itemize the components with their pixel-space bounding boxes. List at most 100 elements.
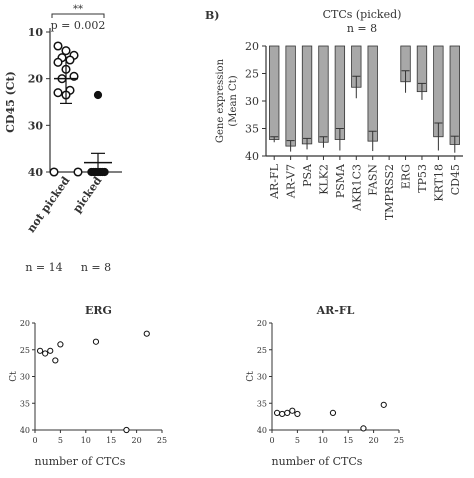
bar-ar-fl bbox=[269, 45, 280, 140]
x-tick-label: 15 bbox=[106, 436, 116, 445]
not-picked-point bbox=[53, 41, 63, 51]
bar-cd45 bbox=[449, 45, 460, 145]
chart-title: AR-FL bbox=[316, 304, 355, 317]
panel-b-gene-expression-bar: B) CTCs (picked) n = 8 20 25 30 35 40 Gene expre… bbox=[205, 0, 474, 260]
data-point bbox=[279, 410, 286, 418]
panel-a-cd45-scatter: 10 20 30 40 CD45 (Ct) ** p = 0.002 not picked pi… bbox=[0, 0, 200, 290]
data-point bbox=[273, 409, 281, 416]
count-picked: n = 8 bbox=[81, 261, 111, 274]
y-tick-label: 30 bbox=[28, 119, 44, 132]
p-value-label: p = 0.002 bbox=[51, 19, 106, 32]
x-tick-label: 25 bbox=[394, 436, 404, 445]
category-label: not picked bbox=[24, 174, 72, 235]
x-tick-label: 20 bbox=[369, 436, 379, 445]
category-label: PSA bbox=[301, 163, 314, 187]
data-point bbox=[92, 338, 100, 345]
significance-stars: ** bbox=[73, 4, 83, 15]
x-tick-label: 5 bbox=[295, 436, 300, 445]
y-tick-label: 30 bbox=[257, 373, 267, 382]
y-tick-label: 20 bbox=[28, 73, 44, 86]
data-point bbox=[284, 409, 291, 416]
panel-ar-fl-scatter: AR-FL 20 25 30 35 40 0 5 10 15 20 25 Ct number of CTC… bbox=[237, 295, 474, 474]
not-picked-point bbox=[73, 167, 83, 177]
bar-ar-v7 bbox=[285, 45, 296, 147]
y-tick-label: 20 bbox=[20, 319, 30, 328]
x-tick-label: 25 bbox=[157, 436, 167, 445]
x-tick-label: 0 bbox=[269, 436, 274, 445]
ar-fl-scatter-chart: AR-FL 20 25 30 35 400 5 10 15 20 25 Ct number of CTC… bbox=[246, 304, 404, 468]
y-tick-label: 40 bbox=[257, 426, 267, 435]
x-tick-label: 10 bbox=[318, 436, 328, 445]
y-tick-label: 35 bbox=[257, 399, 267, 408]
category-label: FASN bbox=[367, 164, 380, 196]
y-tick-label: 25 bbox=[245, 68, 259, 81]
data-point bbox=[329, 409, 337, 416]
data-point bbox=[36, 347, 44, 354]
y-tick-label: 40 bbox=[245, 150, 259, 163]
y-tick-label: 35 bbox=[20, 399, 30, 408]
not-picked-point bbox=[53, 88, 63, 98]
picked-point bbox=[100, 167, 109, 177]
x-tick-label: 5 bbox=[58, 436, 63, 445]
data-point bbox=[42, 350, 49, 357]
x-tick-label: 15 bbox=[343, 436, 353, 445]
data-point bbox=[360, 425, 367, 432]
x-axis-label: number of CTCs bbox=[272, 455, 363, 468]
data-point bbox=[289, 407, 296, 414]
x-tick-label: 0 bbox=[32, 436, 37, 445]
category-label: CD45 bbox=[449, 164, 462, 195]
y-tick-label: 35 bbox=[245, 123, 259, 136]
x-axis-label: number of CTCs bbox=[35, 455, 126, 468]
y-tick-label: 30 bbox=[245, 95, 259, 108]
category-label: KLK2 bbox=[317, 164, 330, 195]
chart-title: CTCs (picked) bbox=[323, 8, 402, 21]
bar-psma bbox=[334, 45, 346, 140]
category-label: ERG bbox=[400, 164, 413, 189]
gene-expression-bar-chart: B) CTCs (picked)n = 8 20 25 30 35 40 Gene expre… bbox=[205, 8, 463, 220]
chart-title: ERG bbox=[85, 304, 112, 317]
data-point bbox=[57, 341, 64, 348]
not-picked-point bbox=[49, 167, 59, 177]
category-label: TMPRSS2 bbox=[383, 164, 396, 220]
x-tick-label: 10 bbox=[81, 436, 91, 445]
category-label: AR-V7 bbox=[285, 164, 298, 199]
y-tick-label: 25 bbox=[257, 346, 267, 355]
picked-point bbox=[93, 90, 103, 100]
bar-fasn bbox=[367, 45, 378, 142]
chart-subtitle: n = 8 bbox=[347, 22, 377, 35]
bar-psa bbox=[301, 45, 313, 145]
erg-scatter-chart: ERG 20 25 30 35 400 5 10 15 20 25 Ct number of CTCs bbox=[9, 304, 167, 468]
y-axis-label-line1: Gene expression bbox=[215, 58, 226, 143]
panel-label: B) bbox=[205, 9, 220, 22]
category-label: picked bbox=[70, 174, 104, 215]
data-point bbox=[52, 357, 59, 364]
not-picked-point bbox=[53, 57, 63, 67]
category-label: PSMA bbox=[334, 163, 347, 198]
cd45-scatter-chart: 10 20 30 40 CD45 (Ct) ** p = 0.002 not pickedpi… bbox=[4, 4, 122, 274]
category-label: AR-FL bbox=[268, 163, 281, 200]
data-point bbox=[294, 410, 301, 418]
not-picked-point bbox=[65, 55, 75, 65]
y-axis-label-line2: (Mean Ct) bbox=[228, 75, 239, 126]
category-label: KRT18 bbox=[432, 164, 445, 202]
bar-klk2 bbox=[318, 45, 329, 143]
x-tick-label: 20 bbox=[132, 436, 142, 445]
data-point bbox=[380, 401, 387, 408]
data-point bbox=[123, 426, 130, 434]
y-tick-label: 10 bbox=[28, 26, 44, 39]
panel-erg-scatter: ERG 20 25 30 35 40 0 5 10 15 20 25 Ct number of CTCs bbox=[0, 295, 237, 474]
y-tick-label: 40 bbox=[28, 166, 44, 179]
significance-bracket bbox=[51, 13, 105, 18]
data-point bbox=[143, 330, 150, 337]
data-point bbox=[47, 347, 54, 354]
category-label: AKR1C3 bbox=[350, 164, 363, 212]
y-tick-label: 20 bbox=[245, 40, 259, 53]
y-axis-label: CD45 (Ct) bbox=[4, 71, 17, 133]
count-not-picked: n = 14 bbox=[25, 261, 62, 274]
y-tick-label: 25 bbox=[20, 346, 30, 355]
y-axis-label: Ct bbox=[9, 371, 19, 382]
y-axis-label: Ct bbox=[246, 371, 256, 382]
not-picked-point bbox=[61, 46, 71, 56]
y-tick-label: 20 bbox=[257, 319, 267, 328]
category-label: TP53 bbox=[416, 164, 429, 193]
